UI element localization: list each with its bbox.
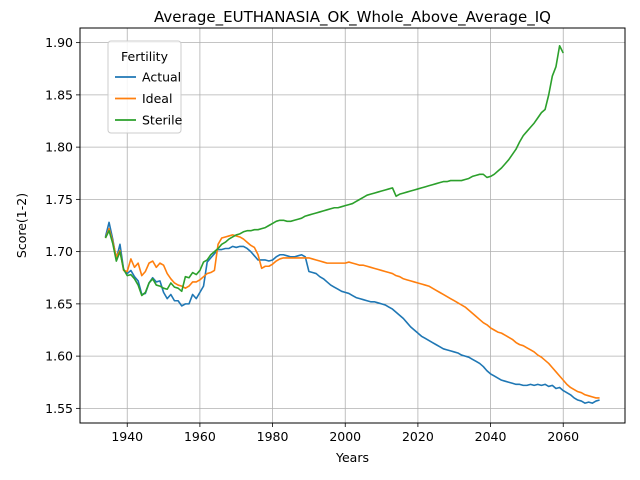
x-tick-label: 1980 bbox=[257, 429, 289, 444]
legend-label-actual: Actual bbox=[142, 70, 181, 85]
legend: Fertility Actual Ideal Sterile bbox=[108, 41, 183, 133]
x-tick-label: 2040 bbox=[475, 429, 507, 444]
x-tick-label: 1940 bbox=[111, 429, 143, 444]
x-axis-label: Years bbox=[335, 450, 369, 465]
legend-title: Fertility bbox=[121, 49, 169, 64]
y-tick-label: 1.85 bbox=[45, 87, 73, 102]
y-tick-label: 1.70 bbox=[45, 244, 73, 259]
legend-label-sterile: Sterile bbox=[142, 113, 183, 128]
y-tick-label: 1.80 bbox=[45, 140, 73, 155]
x-tick-label: 2060 bbox=[547, 429, 579, 444]
y-axis-label: Score(1-2) bbox=[14, 193, 29, 258]
y-tick-label: 1.65 bbox=[45, 296, 73, 311]
x-tick-label: 1960 bbox=[184, 429, 216, 444]
legend-label-ideal: Ideal bbox=[142, 91, 172, 106]
y-tick-label: 1.75 bbox=[45, 192, 73, 207]
y-tick-label: 1.90 bbox=[45, 35, 73, 50]
chart-title: Average_EUTHANASIA_OK_Whole_Above_Averag… bbox=[154, 8, 551, 27]
x-tick-label: 2020 bbox=[402, 429, 434, 444]
y-tick-label: 1.55 bbox=[45, 401, 73, 416]
x-tick-label: 2000 bbox=[329, 429, 361, 444]
y-tick-label: 1.60 bbox=[45, 349, 73, 364]
